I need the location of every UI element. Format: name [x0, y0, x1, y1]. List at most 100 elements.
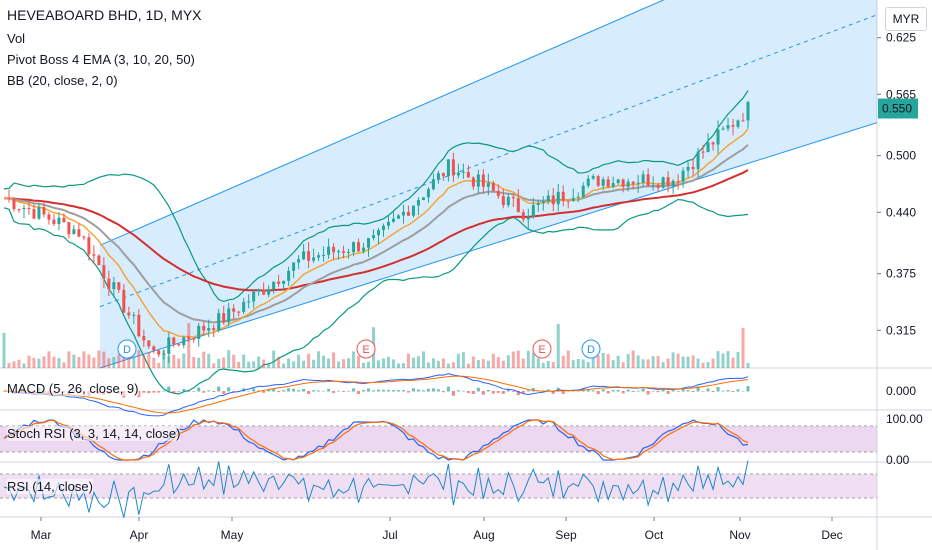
candle-body [127, 312, 131, 316]
volume-bar [267, 363, 271, 368]
macd-histogram-bar [232, 391, 236, 393]
candle-body [317, 255, 321, 258]
candle-body [27, 207, 31, 210]
candle-body [606, 179, 610, 187]
volume-bar [182, 353, 186, 368]
volume-bar [501, 360, 505, 368]
volume-bar [237, 361, 241, 368]
price-tick-label: 0.315 [886, 323, 916, 337]
candle-body [302, 251, 306, 260]
volume-bar [526, 350, 530, 368]
macd-histogram-bar [736, 389, 740, 392]
volume-bar [511, 351, 515, 368]
candle-body [82, 236, 86, 238]
volume-bar [302, 360, 306, 368]
macd-histogram-bar [746, 386, 750, 392]
candle-body [207, 328, 211, 331]
currency-button[interactable]: MYR [885, 7, 927, 31]
macd-histogram-bar [421, 390, 425, 392]
candle-body [666, 177, 670, 187]
volume-bar [436, 360, 440, 368]
event-marker: D [117, 339, 137, 359]
macd-histogram-bar [376, 389, 380, 392]
candle-body [461, 171, 465, 173]
volume-bar [676, 353, 680, 368]
volume-bar [122, 352, 126, 368]
candle-body [202, 325, 206, 331]
candle-body [307, 251, 311, 261]
macd-histogram-bar [606, 391, 610, 394]
macd-histogram-bar [436, 389, 440, 392]
candle-body [47, 214, 51, 220]
candle-body [506, 196, 510, 206]
candle-body [142, 336, 146, 341]
time-tick-label: Apr [130, 528, 149, 542]
macd-histogram-bar [516, 391, 520, 396]
volume-bar [112, 357, 116, 368]
candle-body [297, 259, 301, 263]
volume-bar [731, 357, 735, 368]
macd-histogram-bar [287, 388, 291, 392]
candle-body [501, 196, 505, 206]
volume-bar [656, 356, 660, 368]
candle-body [541, 201, 545, 203]
volume-bar [626, 354, 630, 368]
volume-bar [272, 350, 276, 368]
time-tick-label: Jul [382, 528, 397, 542]
macd-histogram-bar [616, 390, 620, 392]
volume-bar [601, 352, 605, 368]
candle-body [352, 242, 356, 253]
macd-histogram-bar [342, 391, 346, 392]
macd-histogram-bar [367, 388, 371, 392]
candle-body [716, 129, 720, 145]
candle-body [641, 174, 645, 183]
volume-bar [67, 351, 71, 368]
macd-histogram-bar [327, 388, 331, 392]
candle-body [212, 328, 216, 331]
candle-body [611, 183, 615, 187]
candle-body [486, 182, 490, 187]
symbol-title: HEVEABOARD BHD, 1D, MYX [7, 7, 202, 23]
candle-body [536, 202, 540, 206]
volume-bar [736, 351, 740, 368]
macd-histogram-bar [297, 390, 301, 392]
macd-histogram-bar [282, 390, 286, 392]
candle-body [561, 191, 565, 201]
rsi-line [3, 460, 749, 518]
candle-body [466, 171, 470, 178]
macd-histogram-bar [491, 391, 495, 394]
volume-bar [376, 360, 380, 368]
candle-body [232, 308, 236, 312]
volume-bar [212, 363, 216, 368]
volume-bar [97, 350, 101, 368]
candle-body [22, 207, 26, 210]
macd-histogram-bar [626, 389, 630, 392]
macd-histogram-bar [726, 390, 730, 392]
volume-bar [506, 355, 510, 368]
volume-bar [87, 354, 91, 368]
candle-body [746, 102, 750, 121]
volume-bar [716, 351, 720, 368]
macd-histogram-bar [701, 391, 705, 392]
candle-body [287, 270, 291, 281]
candle-body [566, 200, 570, 202]
volume-bar [471, 356, 475, 368]
macd-histogram-bar [217, 386, 221, 392]
volume-bar [247, 361, 251, 368]
volume-bar [561, 355, 565, 368]
volume-bar [401, 363, 405, 368]
volume-bar [671, 352, 675, 368]
volume-bar [411, 357, 415, 368]
macd-signal-line [3, 375, 749, 414]
event-marker-label: E [538, 344, 545, 356]
volume-bar [127, 351, 131, 368]
macd-histogram-bar [172, 391, 176, 394]
macd-histogram-bar [731, 391, 735, 392]
volume-bar [571, 360, 575, 368]
volume-bar [586, 361, 590, 368]
event-marker-label: D [123, 344, 131, 356]
price-tick-label: 0.440 [886, 205, 916, 219]
candle-body [337, 251, 341, 253]
channel-mid-line [99, 14, 878, 308]
